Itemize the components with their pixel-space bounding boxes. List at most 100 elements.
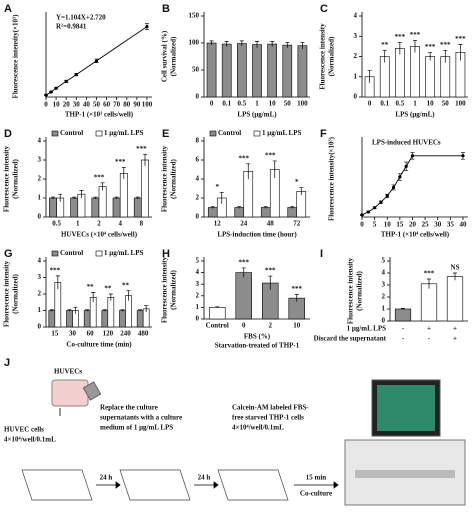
error-bar — [108, 293, 113, 301]
y-tick-label: 3 — [196, 280, 200, 288]
y-axis-label: Cell survival (%) — [161, 30, 169, 82]
bar — [70, 197, 79, 218]
x-tick-label: 1 — [255, 100, 259, 108]
significance: *** — [455, 35, 466, 43]
flask-label: HUVECs — [54, 368, 82, 376]
annotation: R²=0.9841 — [56, 23, 87, 31]
legend-swatch — [51, 130, 59, 137]
y-tick-label: 3 — [38, 273, 42, 281]
x-tick-label: 30 — [434, 221, 442, 229]
error-bar — [93, 196, 98, 199]
significance: NS — [451, 264, 460, 272]
significance: ** — [381, 41, 389, 49]
flask-cap — [82, 381, 102, 401]
y-tick-label: 0 — [196, 315, 200, 323]
bar — [54, 282, 62, 328]
x-tick-label: 120 — [103, 330, 114, 338]
bar — [425, 56, 435, 98]
x-tick-label: 70 — [113, 101, 121, 109]
y-tick-label: 4 — [38, 257, 42, 265]
step-text: 4×10⁴/well/0.1mL — [232, 424, 284, 432]
error-bar — [239, 40, 244, 47]
error-bar — [443, 50, 448, 63]
y-axis-label: (Normalized) — [170, 270, 178, 310]
x-tick-label: Control — [206, 322, 229, 330]
y-axis-label: Fluorescence intensity — [347, 257, 355, 324]
flask — [51, 379, 89, 407]
panel-label: B — [162, 3, 170, 15]
x-tick-label: 2 — [269, 322, 273, 330]
point — [398, 175, 402, 179]
bar — [260, 207, 271, 218]
row-label: 1 μg/mL LPS — [347, 325, 386, 333]
y-tick-label: 2 — [354, 52, 358, 60]
y-axis-label: Fluorescence intensity — [3, 145, 11, 212]
y-tick-label: 6 — [196, 156, 200, 164]
x-tick-label: 10 — [269, 100, 277, 108]
error-bar — [120, 309, 125, 312]
error-bar — [210, 206, 215, 209]
x-axis-label: FBS (%) — [244, 333, 271, 341]
significance: *** — [395, 33, 406, 41]
error-bar — [55, 275, 60, 290]
error-bar — [246, 163, 251, 179]
y-tick-label: 0 — [196, 213, 200, 221]
error-bar — [100, 182, 105, 191]
error-bar — [72, 196, 77, 199]
legend-label: 1 μg/mL LPS — [104, 249, 143, 257]
bar — [98, 186, 107, 218]
x-tick-label: 10 — [384, 221, 392, 229]
y-axis-label: Fluorescence intensity — [3, 260, 11, 327]
panel-label: A — [4, 3, 12, 15]
bar — [49, 197, 57, 218]
significance: *** — [136, 145, 147, 153]
error-bar — [135, 196, 140, 199]
x-tick-label: 0.1 — [380, 100, 389, 108]
step-text: HUVEC cells — [4, 426, 44, 434]
error-bar — [270, 41, 275, 47]
error-bar — [49, 309, 54, 312]
step-text: medium of 1 μg/mL LPS — [100, 424, 173, 432]
x-tick-label: 100 — [142, 101, 153, 109]
error-bar — [219, 191, 224, 204]
error-bar — [79, 190, 84, 198]
y-tick-label: 8 — [196, 137, 200, 145]
bar — [237, 43, 247, 98]
x-tick-label: 100 — [455, 100, 466, 108]
legend-label: Control — [60, 129, 83, 137]
error-bar — [299, 187, 304, 196]
error-bar — [241, 267, 246, 278]
legend-swatch — [95, 130, 103, 137]
x-tick-label: 0 — [368, 100, 372, 108]
y-axis-label: (Normalized) — [170, 36, 178, 76]
y-tick-label: 4 — [196, 268, 200, 276]
error-bar — [102, 309, 107, 312]
point — [366, 210, 370, 214]
x-tick-label: 0 — [360, 221, 364, 229]
x-tick-label: 40 — [83, 101, 91, 109]
x-tick-label: 12 — [214, 220, 222, 228]
y-axis-label: Fluorescence intensity — [161, 145, 169, 212]
error-bar — [85, 309, 90, 312]
x-tick-label: 10 — [53, 101, 61, 109]
significance: *** — [94, 173, 105, 181]
y-tick-label: 1 — [354, 72, 358, 80]
error-bar — [300, 42, 305, 49]
x-tick-label: 48 — [267, 220, 275, 228]
bar — [66, 310, 73, 328]
significance: *** — [239, 154, 250, 162]
x-tick-label: 25 — [422, 221, 430, 229]
error-bar — [224, 41, 229, 47]
bar — [48, 310, 56, 328]
y-tick-label: 5 — [196, 257, 200, 265]
bar — [252, 44, 262, 98]
y-tick-label: 4 — [38, 137, 42, 145]
bar — [101, 310, 109, 328]
point — [54, 86, 58, 90]
x-tick-label: 35 — [447, 221, 455, 229]
y-tick-label: 4 — [354, 12, 358, 20]
error-bar — [58, 193, 63, 202]
x-tick-label: 0.5 — [237, 100, 246, 108]
panel-label: G — [4, 248, 13, 260]
significance: ** — [104, 285, 112, 293]
